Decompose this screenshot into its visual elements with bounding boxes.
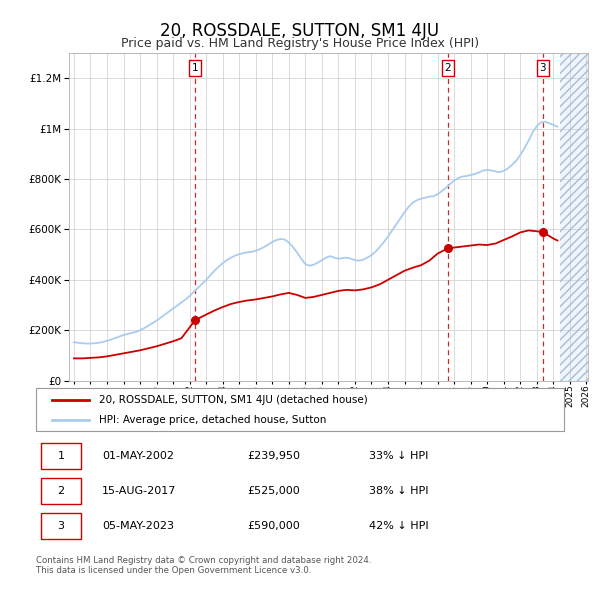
Text: 3: 3 <box>58 521 65 531</box>
Text: Price paid vs. HM Land Registry's House Price Index (HPI): Price paid vs. HM Land Registry's House … <box>121 37 479 50</box>
Bar <box>560 53 595 381</box>
FancyBboxPatch shape <box>41 478 81 504</box>
Text: 05-MAY-2023: 05-MAY-2023 <box>102 521 174 531</box>
Text: Contains HM Land Registry data © Crown copyright and database right 2024.
This d: Contains HM Land Registry data © Crown c… <box>36 556 371 575</box>
Text: 1: 1 <box>192 63 199 73</box>
Text: 20, ROSSDALE, SUTTON, SM1 4JU (detached house): 20, ROSSDALE, SUTTON, SM1 4JU (detached … <box>100 395 368 405</box>
Text: HPI: Average price, detached house, Sutton: HPI: Average price, detached house, Sutt… <box>100 415 327 425</box>
FancyBboxPatch shape <box>41 513 81 539</box>
FancyBboxPatch shape <box>41 443 81 470</box>
Text: 01-MAY-2002: 01-MAY-2002 <box>102 451 174 461</box>
Text: 1: 1 <box>58 451 65 461</box>
Text: 33% ↓ HPI: 33% ↓ HPI <box>368 451 428 461</box>
Bar <box>560 53 595 381</box>
Text: 15-AUG-2017: 15-AUG-2017 <box>102 486 176 496</box>
Text: 42% ↓ HPI: 42% ↓ HPI <box>368 521 428 531</box>
Text: 38% ↓ HPI: 38% ↓ HPI <box>368 486 428 496</box>
Text: 20, ROSSDALE, SUTTON, SM1 4JU: 20, ROSSDALE, SUTTON, SM1 4JU <box>160 22 440 41</box>
FancyBboxPatch shape <box>36 388 564 431</box>
Text: 3: 3 <box>539 63 546 73</box>
Text: 2: 2 <box>445 63 451 73</box>
Text: £239,950: £239,950 <box>247 451 300 461</box>
Text: 2: 2 <box>58 486 65 496</box>
Text: £590,000: £590,000 <box>247 521 300 531</box>
Text: £525,000: £525,000 <box>247 486 300 496</box>
